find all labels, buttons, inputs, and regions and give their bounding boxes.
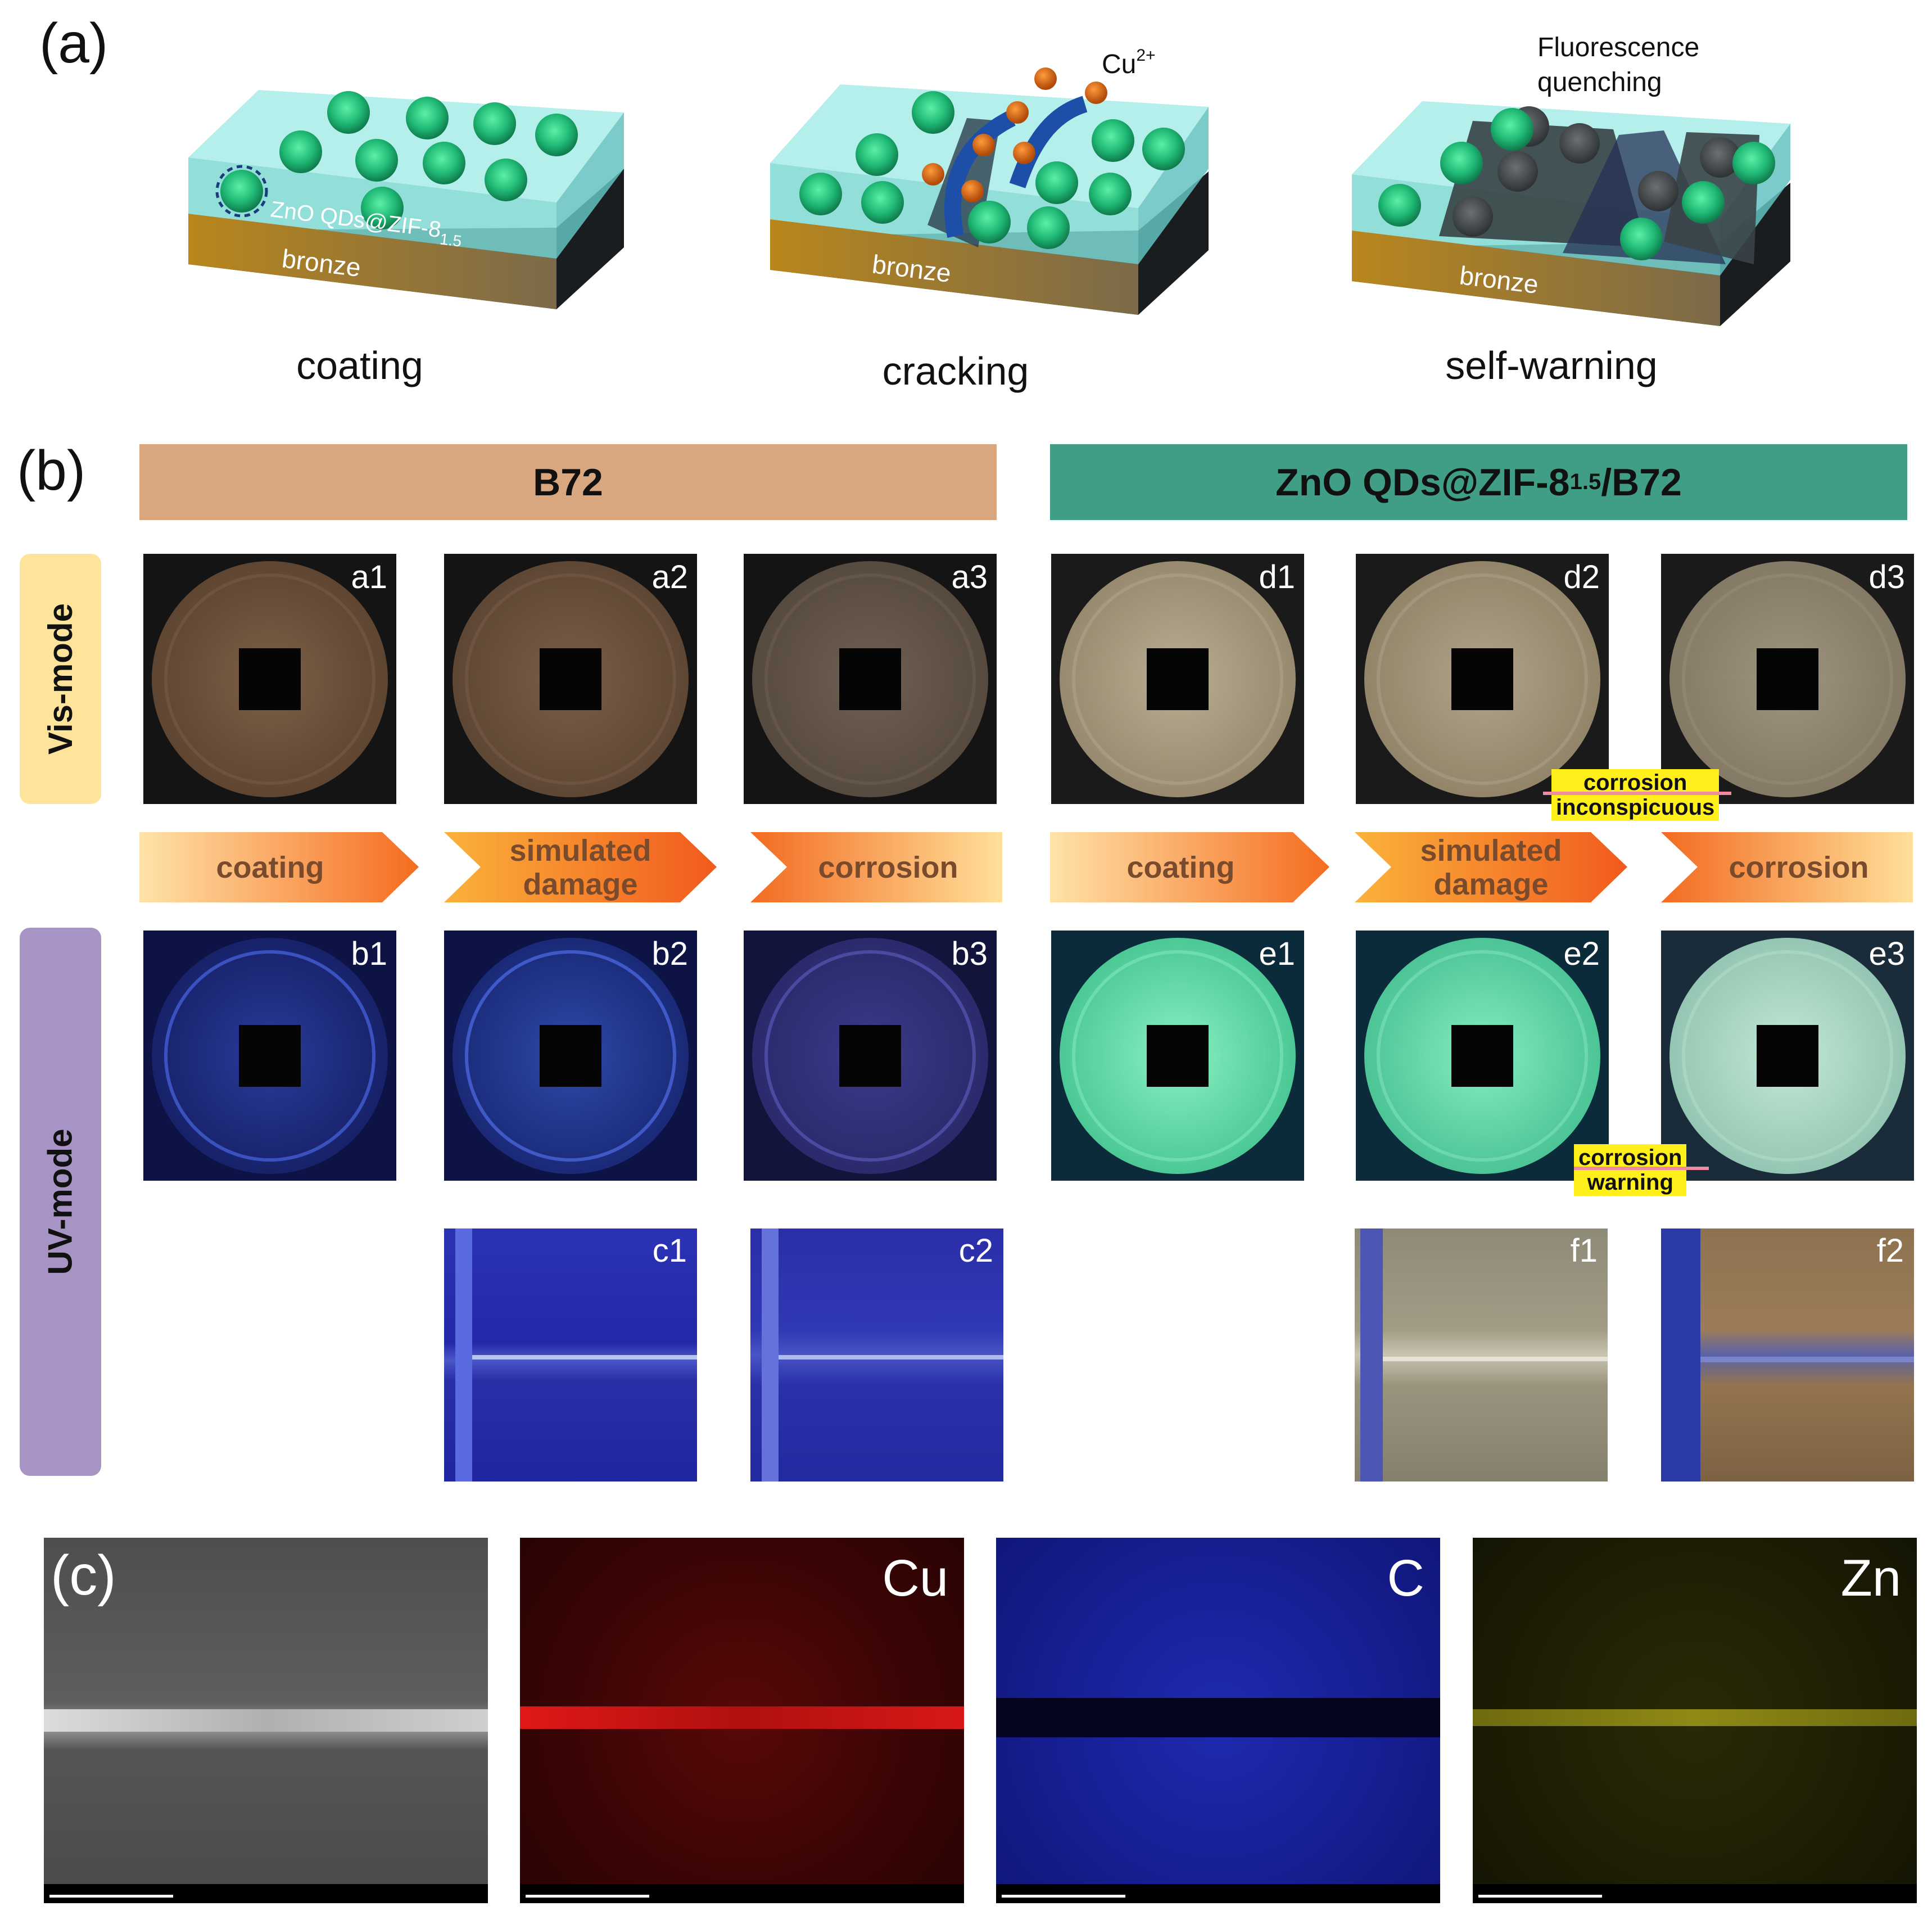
caption-cracking: cracking (882, 349, 1029, 393)
uv-photo-e1: e1 (1051, 931, 1304, 1181)
arrow-corrosion-right: corrosion (1729, 850, 1869, 884)
uv-mode-tab: UV-mode (20, 928, 101, 1476)
vis-mode-tab: Vis-mode (20, 554, 101, 804)
uv-photo-e2: e2 (1356, 931, 1609, 1181)
panel-a-schematic: ZnO QDs@ZIF-81.5 bronze Cu2+ bronze (188, 33, 1790, 326)
arrow-coating-left: coating (216, 850, 324, 884)
vis-photo-a2: a2 (444, 554, 697, 804)
uv-photo-b2: b2 (444, 931, 697, 1181)
note-corrosion-warning: corrosion warning (1574, 1144, 1687, 1196)
micro-c2: c2 (750, 1229, 1003, 1482)
uv-photo-b1: b1 (143, 931, 396, 1181)
caption-coating: coating (296, 344, 423, 387)
arrow-inconspicuous-pointer (1543, 792, 1731, 795)
panel-b-label: (b) (17, 439, 86, 502)
arrow-damage-right: simulated damage (1420, 833, 1562, 901)
fluorescence-note: Fluorescence quenching (1537, 33, 1699, 97)
micro-f2: f2 (1661, 1229, 1914, 1482)
arrow-corrosion-left: corrosion (818, 850, 958, 884)
banner-zno-b72: ZnO QDs@ZIF-8 1.5/B72 (1050, 444, 1907, 520)
arrow-damage-left: simulated damage (509, 833, 651, 901)
banner-b72: B72 (139, 444, 997, 520)
vis-photo-d3: d3 (1661, 554, 1914, 804)
caption-self-warning: self-warning (1445, 344, 1658, 387)
note-corrosion-inconspicuous: corrosion inconspicuous (1551, 769, 1720, 821)
arrow-coating-right: coating (1126, 850, 1235, 884)
eds-map-c: C (996, 1538, 1440, 1903)
vis-photo-d1: d1 (1051, 554, 1304, 804)
schematic-cracking: Cu2+ bronze (770, 46, 1209, 315)
copper-ion-label: Cu2+ (1102, 46, 1156, 79)
panel-a-label: (a) (39, 12, 108, 75)
quantum-dots (220, 91, 578, 229)
eds-map-cu: Cu (520, 1538, 964, 1903)
vis-photo-d2: d2 (1356, 554, 1609, 804)
vis-photo-a1: a1 (143, 554, 396, 804)
uv-photo-b3: b3 (744, 931, 997, 1181)
micro-f1: f1 (1355, 1229, 1608, 1482)
uv-photo-e3: e3 (1661, 931, 1914, 1181)
schematic-self-warning: Fluorescence quenching bronze (1352, 33, 1790, 326)
vis-photo-a3: a3 (744, 554, 997, 804)
process-arrows (139, 832, 1913, 902)
micro-c1: c1 (444, 1229, 697, 1482)
panel-c-label: (c) (51, 1544, 116, 1607)
arrow-warning-pointer (1574, 1167, 1709, 1170)
eds-map-zn: Zn (1473, 1538, 1917, 1903)
sem-image (44, 1538, 488, 1903)
schematic-coating: ZnO QDs@ZIF-81.5 bronze (188, 90, 624, 309)
